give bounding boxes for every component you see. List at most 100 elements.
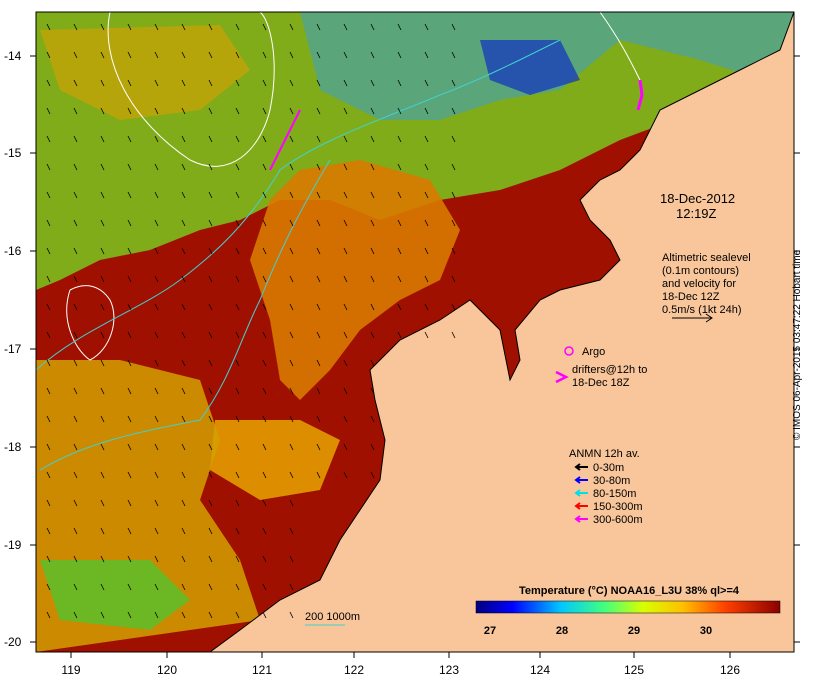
- velocity-arrow-icon: [181, 79, 186, 87]
- velocity-arrow-icon: [181, 107, 186, 115]
- velocity-arrow-icon: [235, 79, 240, 87]
- velocity-arrow-icon: [316, 247, 321, 255]
- velocity-arrow-icon: [343, 79, 348, 87]
- velocity-arrow-icon: [46, 499, 51, 507]
- y-tick-label: -16: [4, 244, 22, 258]
- velocity-arrow-icon: [343, 443, 348, 451]
- map-frame: [35, 11, 795, 653]
- y-axis: -14 -15 -16 -17 -18 -19 -20: [4, 49, 800, 649]
- velocity-arrow-icon: [235, 415, 240, 423]
- velocity-arrow-icon: [100, 527, 105, 535]
- velocity-arrow-icon: [424, 303, 429, 311]
- velocity-arrow-icon: [289, 135, 294, 143]
- velocity-arrow-icon: [262, 107, 267, 115]
- colorbar: [475, 600, 781, 614]
- velocity-arrow-icon: [154, 331, 159, 339]
- velocity-arrow-icon: [316, 415, 321, 423]
- velocity-arrow-icon: [127, 79, 132, 87]
- velocity-arrow-icon: [397, 191, 402, 199]
- scale-arrowhead-icon: [705, 313, 713, 323]
- orange-water-tongue: [250, 160, 460, 400]
- velocity-arrow-icon: [235, 443, 240, 451]
- velocity-arrow-icon: [289, 611, 294, 619]
- x-axis: 119 120 121 122 123 124 125 126: [61, 652, 740, 677]
- velocity-arrow-icon: [208, 247, 213, 255]
- velocity-arrow-icon: [100, 611, 105, 619]
- x-tick-label: 124: [530, 663, 550, 677]
- time-label: 12:19Z: [676, 206, 717, 221]
- velocity-arrow-icon: [316, 219, 321, 227]
- velocity-arrows: [46, 23, 456, 619]
- legend-label: 30-80m: [593, 475, 630, 487]
- velocity-arrow-icon: [451, 303, 456, 311]
- velocity-arrow-icon: [370, 275, 375, 283]
- velocity-arrow-icon: [424, 163, 429, 171]
- velocity-arrow-icon: [100, 219, 105, 227]
- velocity-arrow-icon: [235, 527, 240, 535]
- velocity-arrow-icon: [73, 527, 78, 535]
- velocity-arrow-icon: [370, 471, 375, 479]
- velocity-arrow-icon: [208, 555, 213, 563]
- velocity-arrow-icon: [451, 331, 456, 339]
- velocity-arrow-icon: [181, 247, 186, 255]
- velocity-arrow-icon: [127, 275, 132, 283]
- velocity-arrow-icon: [343, 191, 348, 199]
- velocity-arrow-icon: [46, 303, 51, 311]
- velocity-arrow-icon: [46, 163, 51, 171]
- velocity-arrow-icon: [100, 79, 105, 87]
- colorbar-tick: 28: [556, 625, 568, 637]
- legend-arrowhead-icon: [574, 489, 581, 497]
- velocity-arrow-icon: [289, 303, 294, 311]
- y-tick-label: -15: [4, 146, 22, 160]
- velocity-arrow-icon: [181, 387, 186, 395]
- velocity-arrow-icon: [46, 79, 51, 87]
- legend-label: 300-600m: [593, 514, 643, 526]
- date-label: 18-Dec-2012: [660, 191, 735, 206]
- velocity-arrow-icon: [100, 555, 105, 563]
- velocity-arrow-icon: [127, 23, 132, 31]
- velocity-arrow-icon: [100, 107, 105, 115]
- velocity-arrow-icon: [127, 555, 132, 563]
- credit-text: © IMOS 06-Apr-2015 03:47:22 Hobart time: [792, 249, 803, 440]
- velocity-arrow-icon: [451, 51, 456, 59]
- velocity-arrow-icon: [154, 247, 159, 255]
- map-plot-area: [36, 12, 794, 652]
- velocity-arrow-icon: [100, 275, 105, 283]
- velocity-arrow-icon: [235, 583, 240, 591]
- velocity-arrow-icon: [235, 387, 240, 395]
- velocity-arrow-icon: [235, 247, 240, 255]
- velocity-arrow-icon: [424, 219, 429, 227]
- velocity-arrow-icon: [289, 331, 294, 339]
- velocity-arrow-icon: [235, 471, 240, 479]
- altimetry-note-line: (0.1m contours): [662, 265, 739, 277]
- velocity-arrow-icon: [343, 247, 348, 255]
- yellow-water-patch: [210, 420, 340, 500]
- velocity-arrow-icon: [370, 163, 375, 171]
- velocity-arrow-icon: [262, 23, 267, 31]
- velocity-arrow-icon: [154, 387, 159, 395]
- velocity-arrow-icon: [100, 51, 105, 59]
- x-tick-label: 120: [157, 663, 177, 677]
- velocity-arrow-icon: [316, 471, 321, 479]
- altimetry-note-line: and velocity for: [662, 278, 736, 290]
- velocity-arrow-icon: [127, 387, 132, 395]
- argo-marker-icon: [564, 346, 574, 356]
- sealevel-contour: [599, 12, 641, 81]
- legend-arrowhead-icon: [574, 463, 581, 471]
- velocity-arrow-icon: [181, 471, 186, 479]
- drifters-note-line: drifters@12h to: [572, 364, 647, 376]
- velocity-arrow-icon: [316, 163, 321, 171]
- velocity-arrow-icon: [208, 359, 213, 367]
- velocity-arrow-icon: [46, 527, 51, 535]
- velocity-arrow-icon: [208, 163, 213, 171]
- velocity-arrow-icon: [343, 135, 348, 143]
- velocity-arrow-icon: [100, 583, 105, 591]
- velocity-arrow-icon: [316, 331, 321, 339]
- velocity-arrow-icon: [424, 247, 429, 255]
- velocity-arrow-icon: [154, 611, 159, 619]
- velocity-arrow-icon: [235, 135, 240, 143]
- bathymetry-contour-1000: [39, 159, 331, 471]
- colorbar-tick: 29: [628, 625, 640, 637]
- velocity-arrow-icon: [289, 583, 294, 591]
- velocity-arrow-icon: [46, 135, 51, 143]
